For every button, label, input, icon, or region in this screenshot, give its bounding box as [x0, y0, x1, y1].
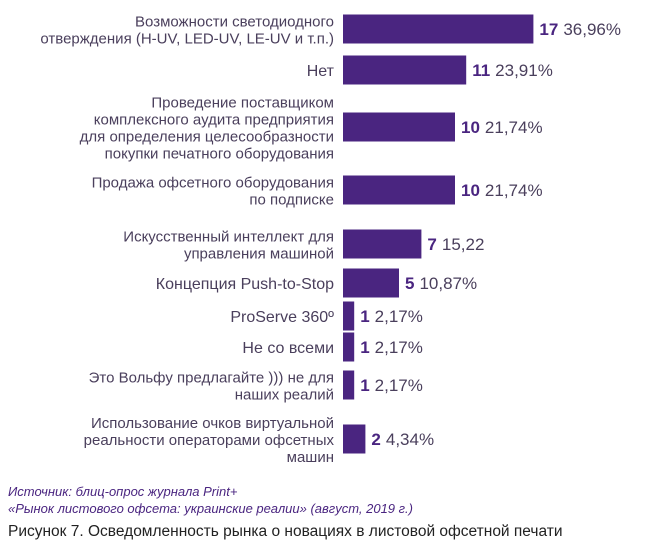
count-label: 7 — [427, 235, 436, 254]
count-label: 1 — [360, 307, 369, 326]
source-note: Источник: блиц-опрос журнала Print+ «Рын… — [8, 483, 413, 517]
bar — [343, 268, 399, 298]
percent-label: 21,74% — [485, 181, 543, 200]
bar — [343, 424, 366, 454]
percent-label: 36,96% — [563, 20, 621, 39]
source-line-1: Источник: блиц-опрос журнала Print+ — [8, 484, 238, 499]
count-label: 10 — [461, 181, 480, 200]
source-line-2: «Рынок листового офсета: украинские реал… — [8, 501, 413, 516]
count-label: 1 — [360, 376, 369, 395]
count-label: 5 — [405, 274, 414, 293]
bar — [343, 370, 355, 400]
value-label: 11 23,91% — [472, 61, 553, 80]
count-label: 17 — [539, 20, 558, 39]
value-label: 1 2,17% — [360, 307, 423, 326]
value-label: 10 21,74% — [461, 181, 543, 200]
bar — [343, 175, 455, 205]
value-label: 2 4,34% — [371, 430, 434, 449]
percent-label: 4,34% — [386, 430, 434, 449]
category-label: ProServe 360º — [230, 309, 334, 326]
count-label: 2 — [371, 430, 380, 449]
percent-label: 10,87% — [419, 274, 477, 293]
percent-label: 2,17% — [375, 376, 423, 395]
figure-caption: Рисунок 7. Осведомленность рынка о новац… — [8, 523, 563, 540]
count-label: 10 — [461, 118, 480, 137]
category-label: Нет — [307, 63, 335, 80]
category-label: Искусственный интеллект для управления ма… — [123, 229, 334, 263]
bar — [343, 332, 355, 362]
count-label: 1 — [360, 338, 369, 357]
value-label: 1 2,17% — [360, 376, 423, 395]
count-label: 11 — [472, 61, 490, 80]
category-label: Это Вольфу предлагайте ))) не для наших р… — [89, 370, 334, 404]
value-label: 17 36,96% — [539, 20, 621, 39]
category-label: Использование очков виртуальной реальност… — [84, 415, 335, 466]
bar — [343, 55, 467, 85]
category-label: Не со всеми — [242, 340, 334, 357]
bar — [343, 112, 455, 142]
value-label: 7 15,22 — [427, 235, 484, 254]
value-label: 10 21,74% — [461, 118, 543, 137]
percent-label: 15,22 — [442, 235, 485, 254]
category-label: Возможности светодиодного отверждения (H-… — [40, 14, 334, 48]
value-label: 1 2,17% — [360, 338, 423, 357]
bar — [343, 14, 534, 44]
percent-label: 2,17% — [375, 338, 423, 357]
percent-label: 23,91% — [495, 61, 553, 80]
value-label: 5 10,87% — [405, 274, 477, 293]
bar — [343, 301, 355, 331]
bar-chart: Возможности светодиодного отверждения (H-… — [40, 14, 621, 467]
bar — [343, 229, 422, 259]
category-label: Проведение поставщиком комплексного аудит… — [80, 95, 334, 163]
percent-label: 2,17% — [375, 307, 423, 326]
category-label: Концепция Push-to-Stop — [156, 276, 334, 293]
percent-label: 21,74% — [485, 118, 543, 137]
category-label: Продажа офсетного оборудования по подписк… — [92, 175, 334, 209]
